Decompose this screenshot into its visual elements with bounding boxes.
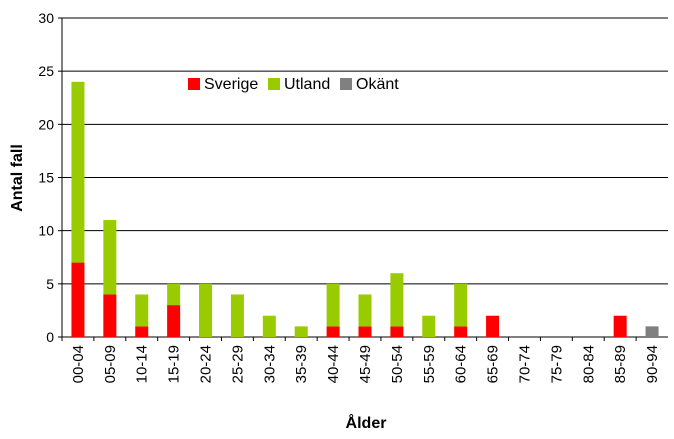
- bar-segment: [230, 294, 244, 337]
- y-tick-label: 15: [38, 170, 54, 186]
- bar-segment: [167, 305, 181, 337]
- x-tick-label: 55-59: [421, 345, 438, 383]
- y-tick-label: 20: [38, 116, 54, 132]
- x-tick-label: 10-14: [134, 345, 151, 383]
- bar-segment: [645, 326, 659, 337]
- bar-segment: [358, 294, 372, 327]
- y-tick-label: 30: [38, 10, 54, 26]
- bar-segment: [135, 294, 149, 327]
- bar-segment: [71, 262, 85, 337]
- x-tick-label: 70-74: [516, 345, 533, 383]
- legend-swatch: [268, 78, 280, 90]
- bar-segment: [454, 326, 468, 337]
- x-axis-label: Ålder: [346, 413, 387, 432]
- y-tick-label: 5: [46, 276, 54, 292]
- x-tick-label: 65-69: [485, 345, 502, 383]
- bar-segment: [135, 326, 149, 337]
- x-tick-label: 25-29: [229, 345, 246, 383]
- bar-segment: [103, 294, 117, 337]
- x-tick-label: 80-84: [580, 345, 597, 383]
- bar-segment: [358, 326, 372, 337]
- bar-segment: [103, 220, 117, 295]
- legend-label: Utland: [284, 76, 330, 93]
- y-axis-label: Antal fall: [9, 144, 26, 212]
- bar-segment: [294, 326, 308, 337]
- y-tick-label: 25: [38, 63, 54, 79]
- x-tick-label: 75-79: [548, 345, 565, 383]
- legend-box: [183, 72, 416, 96]
- legend-label: Okänt: [356, 76, 399, 93]
- x-tick-label: 30-34: [261, 345, 278, 383]
- x-tick-label: 50-54: [389, 345, 406, 383]
- x-tick-label: 05-09: [102, 345, 119, 383]
- x-tick-label: 90-94: [644, 345, 661, 383]
- y-tick-label: 10: [38, 223, 54, 239]
- x-tick-label: 15-19: [166, 345, 183, 383]
- x-tick-label: 35-39: [293, 345, 310, 383]
- bar-segment: [390, 326, 404, 337]
- bar-segment: [326, 283, 340, 327]
- y-tick-label: 0: [46, 329, 54, 345]
- bar-segment: [454, 283, 468, 327]
- x-tick-label: 40-44: [325, 345, 342, 383]
- x-tick-label: 45-49: [357, 345, 374, 383]
- bar-segment: [486, 315, 500, 337]
- legend-swatch: [188, 78, 200, 90]
- bar-segment: [262, 315, 276, 337]
- legend-swatch: [340, 78, 352, 90]
- bar-segment: [390, 273, 404, 327]
- bar-segment: [167, 283, 181, 306]
- bar-segment: [199, 283, 213, 337]
- bar-segment: [326, 326, 340, 337]
- x-tick-label: 60-64: [453, 345, 470, 383]
- x-tick-label: 85-89: [612, 345, 629, 383]
- bar-segment: [422, 315, 436, 337]
- x-tick-label: 20-24: [198, 345, 215, 383]
- bar-segment: [71, 81, 85, 263]
- legend-label: Sverige: [204, 76, 258, 93]
- x-tick-label: 00-04: [70, 345, 87, 383]
- bar-segment: [613, 315, 627, 337]
